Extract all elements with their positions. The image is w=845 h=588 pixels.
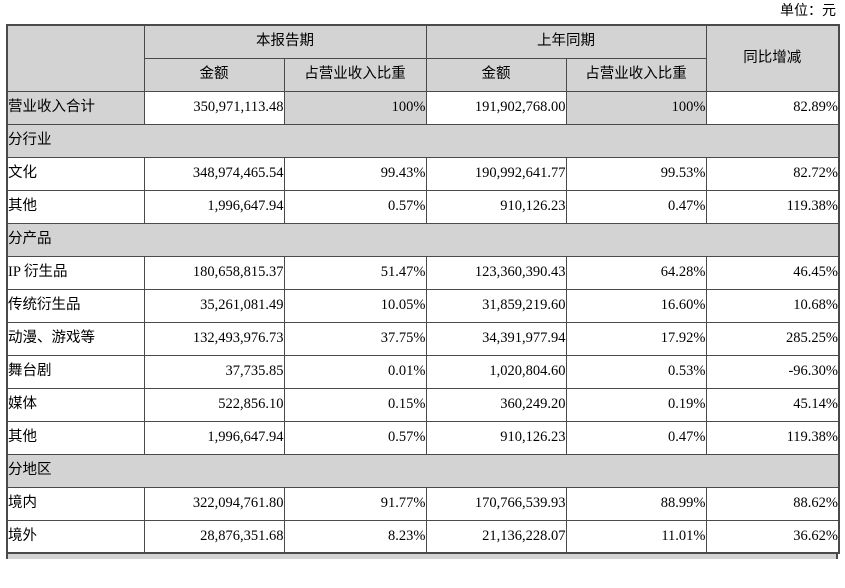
- amount-header-prior: 金额: [425, 57, 567, 92]
- prior-amount-cell: 21,136,228.07: [425, 519, 567, 554]
- prior-amount-cell: 34,391,977.94: [425, 321, 567, 356]
- current-pct-cell: 0.15%: [283, 387, 427, 422]
- current-pct-cell: 51.47%: [283, 255, 427, 290]
- prior-pct-cell: 11.01%: [565, 519, 707, 554]
- section-label: 分产品: [6, 222, 840, 257]
- prior-period-header: 上年同期: [425, 24, 707, 59]
- current-pct-cell: 8.23%: [283, 519, 427, 554]
- current-pct-cell: 0.57%: [283, 420, 427, 455]
- yoy-change-cell: 46.45%: [705, 255, 840, 290]
- prior-amount-cell: 1,020,804.60: [425, 354, 567, 389]
- current-amount-cell: 522,856.10: [143, 387, 285, 422]
- table-row: 动漫、游戏等 132,493,976.73 37.75% 34,391,977.94 1…: [6, 321, 840, 356]
- row-label-cell: 营业收入合计: [6, 90, 145, 125]
- section-label: 分地区: [6, 453, 840, 488]
- yoy-change-cell: 10.68%: [705, 288, 840, 323]
- prior-pct-cell: 99.53%: [565, 156, 707, 191]
- yoy-change-cell: 36.62%: [705, 519, 840, 554]
- next-section-row-cutoff: [6, 554, 838, 559]
- current-period-header: 本报告期: [143, 24, 427, 59]
- current-amount-cell: 180,658,815.37: [143, 255, 285, 290]
- row-label-cell: 媒体: [6, 387, 145, 422]
- row-label-cell: 动漫、游戏等: [6, 321, 145, 356]
- yoy-change-cell: 88.62%: [705, 486, 840, 521]
- unit-label: 单位：元: [780, 4, 836, 19]
- table-row: 境外 28,876,351.68 8.23% 21,136,228.07 11.01% 3…: [6, 519, 840, 554]
- current-pct-cell: 99.43%: [283, 156, 427, 191]
- prior-pct-cell: 100%: [565, 90, 707, 125]
- current-amount-cell: 37,735.85: [143, 354, 285, 389]
- row-label-cell: 舞台剧: [6, 354, 145, 389]
- table-row: 媒体 522,856.10 0.15% 360,249.20 0.19% 45.14%: [6, 387, 840, 422]
- prior-amount-cell: 360,249.20: [425, 387, 567, 422]
- row-label-cell: 传统衍生品: [6, 288, 145, 323]
- current-amount-cell: 348,974,465.54: [143, 156, 285, 191]
- current-amount-cell: 350,971,113.48: [143, 90, 285, 125]
- prior-pct-cell: 64.28%: [565, 255, 707, 290]
- current-amount-cell: 322,094,761.80: [143, 486, 285, 521]
- yoy-change-cell: 45.14%: [705, 387, 840, 422]
- yoy-change-cell: -96.30%: [705, 354, 840, 389]
- table-row: 文化 348,974,465.54 99.43% 190,992,641.77 99.5…: [6, 156, 840, 191]
- table-row: 舞台剧 37,735.85 0.01% 1,020,804.60 0.53% -96.30…: [6, 354, 840, 389]
- current-pct-cell: 0.01%: [283, 354, 427, 389]
- table-row: IP 衍生品 180,658,815.37 51.47% 123,360,390.43…: [6, 255, 840, 290]
- table-row: 营业收入合计 350,971,113.48 100% 191,902,768.00 10…: [6, 90, 840, 125]
- prior-pct-cell: 17.92%: [565, 321, 707, 356]
- current-pct-cell: 10.05%: [283, 288, 427, 323]
- section-divider-row: 分行业: [6, 123, 840, 158]
- current-amount-cell: 132,493,976.73: [143, 321, 285, 356]
- table-body: 营业收入合计 350,971,113.48 100% 191,902,768.00 10…: [6, 90, 840, 554]
- prior-amount-cell: 170,766,539.93: [425, 486, 567, 521]
- current-amount-cell: 1,996,647.94: [143, 420, 285, 455]
- row-label-cell: 其他: [6, 189, 145, 224]
- current-pct-cell: 37.75%: [283, 321, 427, 356]
- prior-pct-cell: 16.60%: [565, 288, 707, 323]
- current-amount-cell: 35,261,081.49: [143, 288, 285, 323]
- table-row: 其他 1,996,647.94 0.57% 910,126.23 0.47% 119.38…: [6, 189, 840, 224]
- yoy-change-cell: 119.38%: [705, 189, 840, 224]
- prior-amount-cell: 123,360,390.43: [425, 255, 567, 290]
- table-row: 境内 322,094,761.80 91.77% 170,766,539.93 88.9…: [6, 486, 840, 521]
- current-amount-cell: 1,996,647.94: [143, 189, 285, 224]
- prior-amount-cell: 910,126.23: [425, 420, 567, 455]
- table-row: 其他 1,996,647.94 0.57% 910,126.23 0.47% 119.38…: [6, 420, 840, 455]
- prior-amount-cell: 910,126.23: [425, 189, 567, 224]
- corner-header-cell: [6, 24, 145, 92]
- prior-pct-cell: 0.47%: [565, 189, 707, 224]
- prior-pct-cell: 0.47%: [565, 420, 707, 455]
- yoy-change-cell: 285.25%: [705, 321, 840, 356]
- prior-pct-cell: 0.53%: [565, 354, 707, 389]
- pct-header-prior: 占营业收入比重: [565, 57, 707, 92]
- row-label-cell: 境外: [6, 519, 145, 554]
- current-pct-cell: 91.77%: [283, 486, 427, 521]
- yoy-change-cell: 82.89%: [705, 90, 840, 125]
- header-row-groups: 本报告期 上年同期 同比增减: [6, 24, 840, 92]
- section-label: 分行业: [6, 123, 840, 158]
- row-label-cell: 其他: [6, 420, 145, 455]
- section-divider-row: 分地区: [6, 453, 840, 488]
- prior-amount-cell: 31,859,219.60: [425, 288, 567, 323]
- pct-header-current: 占营业收入比重: [283, 57, 427, 92]
- yoy-change-cell: 82.72%: [705, 156, 840, 191]
- prior-pct-cell: 88.99%: [565, 486, 707, 521]
- row-label-cell: IP 衍生品: [6, 255, 145, 290]
- yoy-change-header: 同比增减: [705, 24, 840, 92]
- current-pct-cell: 0.57%: [283, 189, 427, 224]
- row-label-cell: 境内: [6, 486, 145, 521]
- table-header: 本报告期 上年同期 同比增减 金额 占营业收入比重 金额 占营业收入比重: [6, 24, 840, 92]
- current-amount-cell: 28,876,351.68: [143, 519, 285, 554]
- row-label-cell: 文化: [6, 156, 145, 191]
- prior-amount-cell: 191,902,768.00: [425, 90, 567, 125]
- yoy-change-cell: 119.38%: [705, 420, 840, 455]
- revenue-breakdown-table: 本报告期 上年同期 同比增减 金额 占营业收入比重 金额 占营业收入比重 营业收…: [6, 24, 840, 554]
- section-divider-row: 分产品: [6, 222, 840, 257]
- prior-amount-cell: 190,992,641.77: [425, 156, 567, 191]
- amount-header-current: 金额: [143, 57, 285, 92]
- current-pct-cell: 100%: [283, 90, 427, 125]
- prior-pct-cell: 0.19%: [565, 387, 707, 422]
- table-row: 传统衍生品 35,261,081.49 10.05% 31,859,219.60 16.…: [6, 288, 840, 323]
- header-row-subcolumns: 金额 占营业收入比重 金额 占营业收入比重: [7, 57, 839, 92]
